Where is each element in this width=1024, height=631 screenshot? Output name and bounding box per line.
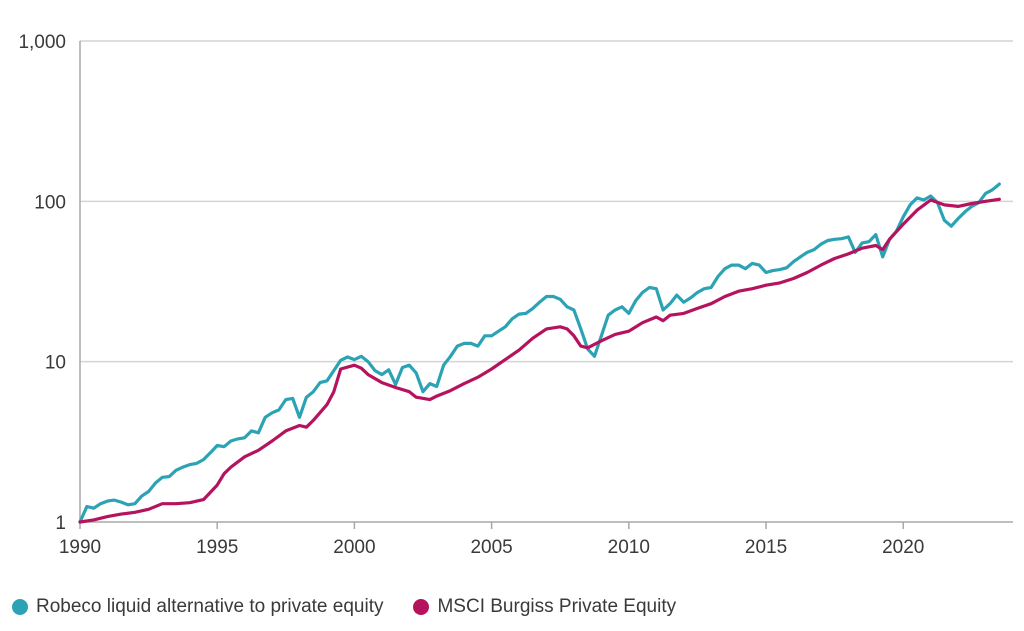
legend-marker-msci <box>413 599 430 615</box>
legend-item-msci: MSCI Burgiss Private Equity <box>413 596 676 618</box>
x-tick-label: 1995 <box>196 537 238 558</box>
legend-item-robeco: Robeco liquid alternative to private equ… <box>12 596 383 618</box>
y-tick-label: 10 <box>45 353 66 374</box>
x-tick-label: 2005 <box>470 537 512 558</box>
series-line-msci <box>78 197 1001 524</box>
series-lines <box>78 182 1001 524</box>
legend-label-msci: MSCI Burgiss Private Equity <box>437 596 677 617</box>
x-tick-label: 2015 <box>745 537 787 558</box>
x-tick-label: 2000 <box>333 537 375 558</box>
gridlines <box>80 40 1013 363</box>
line-chart: 1 10 100 1,000 1990 1995 2000 2005 2010 2015 2020 <box>18 32 1013 558</box>
y-tick-label: 100 <box>34 192 66 213</box>
y-tick-label: 1,000 <box>18 32 66 53</box>
x-tick-label: 1990 <box>59 537 101 558</box>
x-tick-label: 2010 <box>608 537 650 558</box>
x-tick-label: 2020 <box>882 537 924 558</box>
axes <box>79 41 1013 529</box>
tick-labels: 1 10 100 1,000 1990 1995 2000 2005 2010 2015 2020 <box>18 32 924 558</box>
y-tick-label: 1 <box>55 513 66 534</box>
legend-label-robeco: Robeco liquid alternative to private equ… <box>36 596 384 617</box>
series-line-robeco <box>78 182 1001 524</box>
legend-marker-robeco <box>12 599 28 615</box>
legend: Robeco liquid alternative to private equ… <box>12 596 706 618</box>
